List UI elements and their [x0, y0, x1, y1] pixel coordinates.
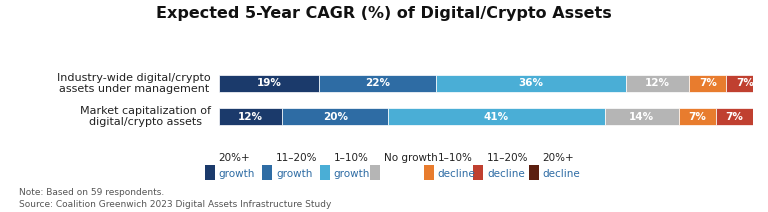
Bar	[388, 108, 604, 125]
Text: 7%: 7%	[736, 78, 753, 88]
Text: 19%: 19%	[257, 78, 282, 88]
Text: Industry-wide digital/crypto
assets under management: Industry-wide digital/crypto assets unde…	[58, 73, 211, 94]
Text: 1–10%: 1–10%	[333, 153, 369, 163]
Text: decline: decline	[542, 169, 581, 179]
Text: 20%: 20%	[323, 112, 348, 121]
Text: decline: decline	[438, 169, 475, 179]
Bar	[319, 75, 435, 92]
Text: 41%: 41%	[484, 112, 509, 121]
Text: 7%: 7%	[762, 112, 768, 121]
Text: 11–20%: 11–20%	[276, 153, 318, 163]
Text: 7%: 7%	[688, 112, 706, 121]
Bar	[283, 108, 388, 125]
Text: Market capitalization of
digital/crypto assets: Market capitalization of digital/crypto …	[80, 106, 211, 127]
Bar	[604, 108, 679, 125]
Bar	[763, 75, 768, 92]
Text: growth: growth	[276, 169, 313, 179]
Text: growth: growth	[333, 169, 370, 179]
Text: 36%: 36%	[518, 78, 543, 88]
Bar	[219, 75, 319, 92]
Text: 20%+: 20%+	[219, 153, 250, 163]
Text: 14%: 14%	[629, 112, 654, 121]
Bar	[626, 75, 689, 92]
Text: Expected 5-Year CAGR (%) of Digital/Crypto Assets: Expected 5-Year CAGR (%) of Digital/Cryp…	[156, 6, 612, 21]
Text: Source: Coalition Greenwich 2023 Digital Assets Infrastructure Study: Source: Coalition Greenwich 2023 Digital…	[19, 200, 332, 209]
Bar	[727, 75, 763, 92]
Bar	[679, 108, 716, 125]
Text: No growth: No growth	[384, 153, 437, 163]
Text: 22%: 22%	[365, 78, 390, 88]
Bar	[716, 108, 753, 125]
Text: 12%: 12%	[645, 78, 670, 88]
Bar	[689, 75, 727, 92]
Text: 12%: 12%	[238, 112, 263, 121]
Text: Note: Based on 59 respondents.: Note: Based on 59 respondents.	[19, 188, 164, 197]
Bar	[435, 75, 626, 92]
Bar	[753, 108, 768, 125]
Text: growth: growth	[219, 169, 255, 179]
Text: 1–10%: 1–10%	[438, 153, 472, 163]
Bar	[219, 108, 283, 125]
Text: 11–20%: 11–20%	[488, 153, 529, 163]
Text: 7%: 7%	[725, 112, 743, 121]
Text: decline: decline	[488, 169, 525, 179]
Text: 7%: 7%	[699, 78, 717, 88]
Text: 20%+: 20%+	[542, 153, 574, 163]
